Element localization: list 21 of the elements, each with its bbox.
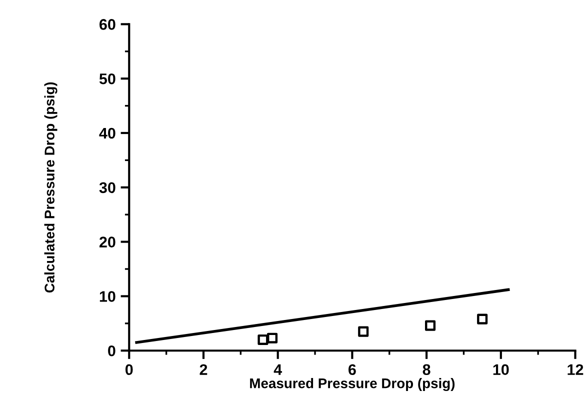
y-tick-label: 40 [99,128,116,139]
point [266,332,278,344]
y-axis-title: Calculated Pressure Drop (psig) [44,82,58,293]
point [477,314,488,324]
point [258,334,268,346]
x-tick-label: 12 [568,364,584,375]
x-tick-label: 8 [422,364,430,376]
x-axis-title: Measured Pressure Drop (psig) [250,378,455,392]
x-tick-label: 10 [493,364,509,376]
x-tick-label: 4 [274,364,282,375]
x-tick-label: 0 [125,364,133,376]
y-tick-label: 60 [100,19,116,30]
y-tick-label: 20 [99,236,116,248]
x-tick-label: 2 [200,364,208,375]
point [424,320,436,331]
y-tick-label: 0 [108,345,116,356]
y-tick-label: 30 [99,182,116,194]
point [358,326,369,337]
y-tick-label: 10 [100,291,116,302]
x-tick-label: 6 [348,364,356,376]
y-tick-label: 50 [99,73,116,84]
